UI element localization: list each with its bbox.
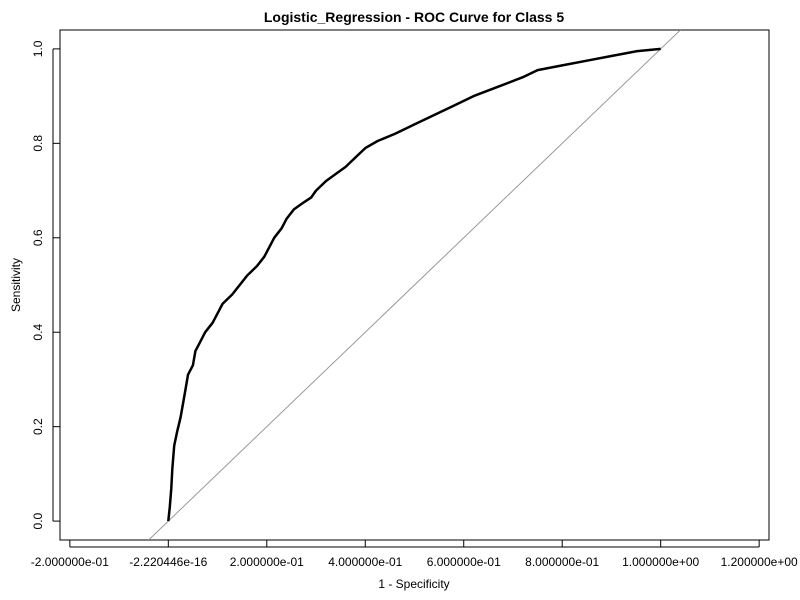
x-tick-label: 8.000000e-01 bbox=[525, 555, 599, 569]
y-tick-label: 0.6 bbox=[31, 229, 45, 246]
y-tick-label: 0.4 bbox=[31, 324, 45, 341]
x-tick-label: -2.220446e-16 bbox=[129, 555, 207, 569]
x-tick-label: 6.000000e-01 bbox=[427, 555, 501, 569]
roc-curve-line bbox=[167, 47, 661, 522]
plot-frame bbox=[59, 29, 770, 541]
x-tick-label: 2.000000e-01 bbox=[230, 555, 304, 569]
x-tick-label: 4.000000e-01 bbox=[328, 555, 402, 569]
x-axis-label: 1 - Specificity bbox=[378, 577, 449, 591]
y-tick-label: 1.0 bbox=[31, 40, 45, 57]
x-tick-label: 1.000000e+00 bbox=[622, 555, 699, 569]
y-tick-label: 0.8 bbox=[31, 135, 45, 152]
y-tick-label: 0.0 bbox=[31, 512, 45, 529]
x-tick-label: 1.200000e+00 bbox=[721, 555, 798, 569]
y-axis-label: Sensitivity bbox=[9, 258, 23, 312]
chart-title: Logistic_Regression - ROC Curve for Clas… bbox=[264, 9, 565, 25]
x-tick-label: -2.000000e-01 bbox=[31, 555, 109, 569]
y-tick-label: 0.2 bbox=[31, 418, 45, 435]
plot-area: -2.000000e-01 -2.220446e-16 2.000000e-01 4.… bbox=[31, 29, 798, 569]
reference-diagonal-line bbox=[148, 30, 681, 540]
